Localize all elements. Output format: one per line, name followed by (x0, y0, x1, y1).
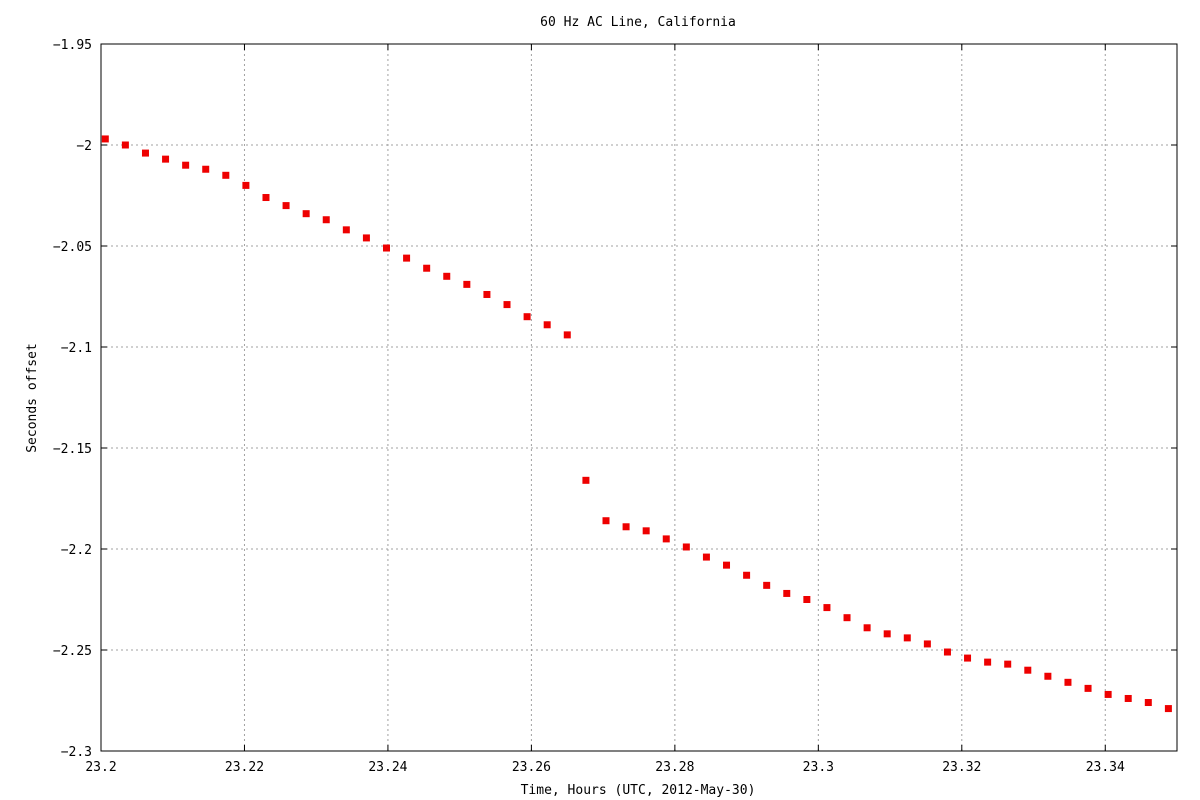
y-tick-label: −2.2 (61, 543, 92, 558)
data-point (863, 624, 871, 632)
data-point (1084, 684, 1092, 692)
data-points (101, 135, 1172, 713)
data-point (162, 155, 170, 163)
axis-ticks: 23.2 23.22 23.24 23.26 23.28 23.3 23.32 23.34 −1… (53, 38, 1177, 775)
data-point (1024, 666, 1032, 674)
data-point (783, 589, 791, 597)
data-point (883, 630, 891, 638)
data-point (743, 571, 751, 579)
y-axis-label: Seconds offset (25, 343, 40, 453)
data-point (463, 280, 471, 288)
data-point (823, 604, 831, 612)
data-point (622, 523, 630, 531)
data-point (242, 181, 250, 189)
data-point (1164, 705, 1172, 713)
x-tick-label: 23.34 (1086, 760, 1125, 775)
data-point (964, 654, 972, 662)
data-point (182, 161, 190, 169)
data-point (382, 244, 390, 252)
data-point (1044, 672, 1052, 680)
data-point (843, 614, 851, 622)
data-point (302, 210, 310, 218)
y-tick-label: −2.25 (53, 644, 92, 659)
data-point (803, 596, 811, 603)
data-point (702, 553, 710, 561)
y-tick-label: −2 (76, 139, 92, 154)
data-point (262, 194, 270, 202)
grid-lines (100, 43, 1177, 752)
data-point (362, 234, 370, 242)
y-tick-label: −2.1 (61, 341, 92, 356)
data-point (1064, 678, 1072, 686)
data-point (101, 135, 109, 143)
data-point (503, 301, 511, 309)
data-point (543, 321, 551, 329)
x-tick-label: 23.26 (512, 760, 551, 775)
chart-title: 60 Hz AC Line, California (540, 15, 736, 30)
x-axis-label: Time, Hours (UTC, 2012-May-30) (521, 783, 756, 798)
data-point (1124, 694, 1132, 702)
data-point (443, 272, 451, 280)
data-point (662, 535, 670, 543)
x-tick-label: 23.28 (655, 760, 694, 775)
data-point (523, 313, 531, 321)
data-point (1144, 699, 1152, 707)
data-point (723, 561, 731, 569)
data-point (483, 290, 491, 298)
data-point (202, 165, 210, 173)
data-point (642, 527, 650, 535)
y-tick-label: −2.15 (53, 442, 92, 457)
x-tick-label: 23.2 (85, 760, 116, 775)
data-point (582, 476, 590, 484)
data-point (403, 254, 411, 262)
data-point (682, 543, 690, 551)
data-point (563, 331, 571, 339)
x-tick-label: 23.24 (368, 760, 407, 775)
y-tick-label: −2.05 (53, 240, 92, 255)
data-point (984, 658, 992, 666)
x-tick-label: 23.3 (803, 760, 834, 775)
data-point (602, 517, 610, 525)
data-point (423, 264, 431, 272)
data-point (1004, 660, 1012, 668)
data-point (222, 171, 230, 179)
data-point (282, 202, 290, 210)
data-point (1104, 690, 1112, 698)
data-point (342, 226, 350, 234)
x-tick-label: 23.22 (225, 760, 264, 775)
x-tick-label: 23.32 (942, 760, 981, 775)
data-point (923, 640, 931, 648)
plot-frame (100, 43, 1178, 752)
y-tick-label: −2.3 (61, 745, 92, 760)
data-point (943, 648, 951, 656)
data-point (763, 581, 771, 589)
data-point (322, 216, 330, 224)
y-tick-label: −1.95 (53, 38, 92, 53)
data-point (903, 634, 911, 642)
data-point (141, 149, 149, 157)
data-point (121, 141, 129, 149)
